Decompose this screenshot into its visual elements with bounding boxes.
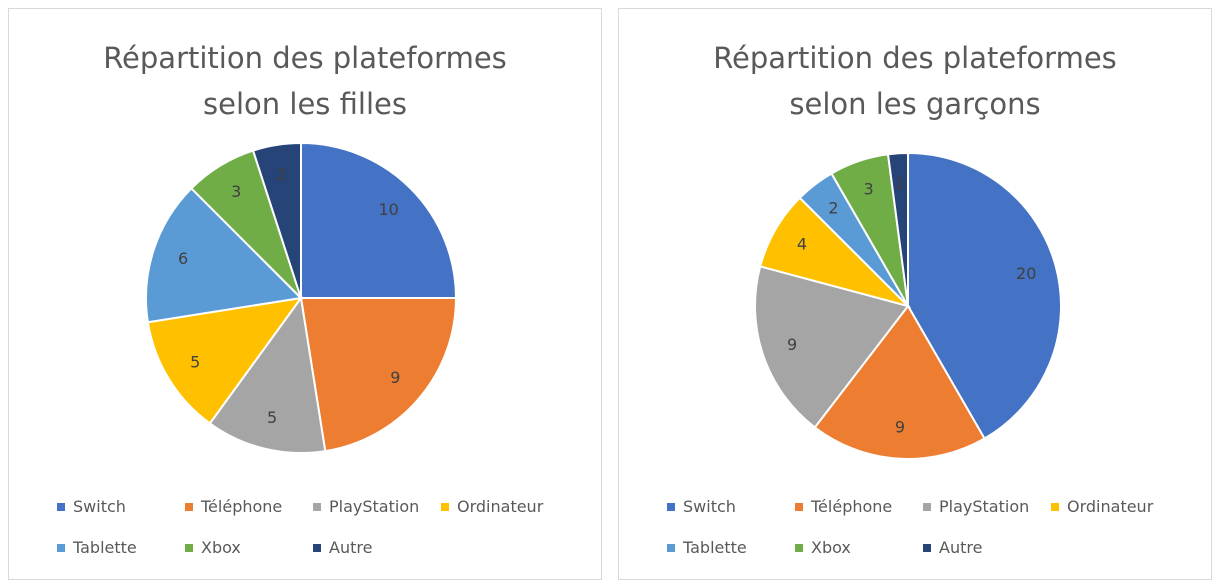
chart-title: Répartition des plateformes selon les fi… (103, 41, 507, 121)
legend-item: Autre (923, 538, 1051, 557)
data-label: 2 (277, 165, 287, 184)
pie-slice (145, 186, 304, 324)
pie-slice (886, 151, 909, 307)
legend-label: PlayStation (939, 497, 1030, 516)
pie-slice (813, 304, 986, 460)
data-label: 4 (797, 234, 807, 253)
pie-slice (208, 295, 327, 454)
data-label: 20 (1016, 264, 1036, 283)
legend-item: Xbox (185, 538, 313, 557)
legend-item: Ordinateur (1051, 497, 1179, 516)
legend-item: Téléphone (185, 497, 313, 516)
legend-item: PlayStation (923, 497, 1051, 516)
legend-item: Tablette (57, 538, 185, 557)
legend-label: Ordinateur (457, 497, 544, 516)
chart-panel: 10 9 5 5 6 3 2 Répartition des plateformes selo… (8, 8, 602, 580)
legend-item: Ordinateur (441, 497, 569, 516)
legend-label: Tablette (683, 538, 747, 557)
legend-label: Xbox (201, 538, 241, 557)
data-label: 3 (864, 180, 874, 199)
pie-slice (300, 141, 458, 299)
legend-item: Switch (57, 497, 185, 516)
data-label: 2 (828, 198, 838, 217)
data-label: 10 (379, 200, 399, 219)
legend-item: PlayStation (313, 497, 441, 516)
legend-swatch (667, 543, 675, 552)
legend-label: PlayStation (329, 497, 420, 516)
data-label: 9 (895, 418, 905, 437)
legend-label: Xbox (811, 538, 851, 557)
pie-chart: 10 9 5 5 6 3 2 (145, 141, 458, 454)
legend: Switch Téléphone PlayStation Ordinateur Tabl… (57, 497, 597, 557)
data-label: 6 (178, 249, 188, 268)
legend-swatch (185, 502, 193, 511)
data-label: 5 (190, 352, 200, 371)
legend-item: Switch (667, 497, 795, 516)
pie-slice (251, 141, 302, 299)
legend-label: Téléphone (201, 497, 283, 516)
legend-label: Switch (683, 497, 736, 516)
legend-swatch (313, 502, 321, 511)
legend-label: Autre (939, 538, 983, 557)
legend-label: Tablette (73, 538, 137, 557)
legend-label: Téléphone (811, 497, 893, 516)
data-label: 9 (787, 335, 797, 354)
chart-title: Répartition des plateformes selon les ga… (713, 41, 1117, 121)
legend-swatch (57, 543, 65, 552)
data-label: 3 (231, 182, 241, 201)
data-label: 9 (390, 368, 400, 387)
legend-swatch (667, 502, 675, 511)
pie-chart: 20 9 9 4 2 3 1 (754, 151, 1062, 460)
legend-swatch (441, 502, 449, 511)
legend-swatch (1051, 502, 1059, 511)
legend-item: Xbox (795, 538, 923, 557)
pie-slice (754, 265, 910, 429)
legend-item: Autre (313, 538, 441, 557)
legend-label: Autre (329, 538, 373, 557)
legend-swatch (795, 543, 803, 552)
legend-swatch (923, 543, 931, 552)
legend-label: Switch (73, 497, 126, 516)
legend-swatch (923, 502, 931, 511)
legend-swatch (57, 502, 65, 511)
legend-swatch (185, 543, 193, 552)
pie-slice (146, 296, 304, 425)
pie-slice (907, 151, 1062, 440)
legend-swatch (313, 543, 321, 552)
chart-panel: 20 9 9 4 2 3 1 Répartition des plateformes selo… (618, 8, 1212, 580)
legend-swatch (795, 502, 803, 511)
pie-slice (299, 297, 458, 453)
data-label: 1 (895, 173, 905, 192)
legend-item: Téléphone (795, 497, 923, 516)
data-label: 5 (267, 408, 277, 427)
legend-label: Ordinateur (1067, 497, 1154, 516)
legend: Switch Téléphone PlayStation Ordinateur Tabl… (667, 497, 1207, 557)
legend-item: Tablette (667, 538, 795, 557)
